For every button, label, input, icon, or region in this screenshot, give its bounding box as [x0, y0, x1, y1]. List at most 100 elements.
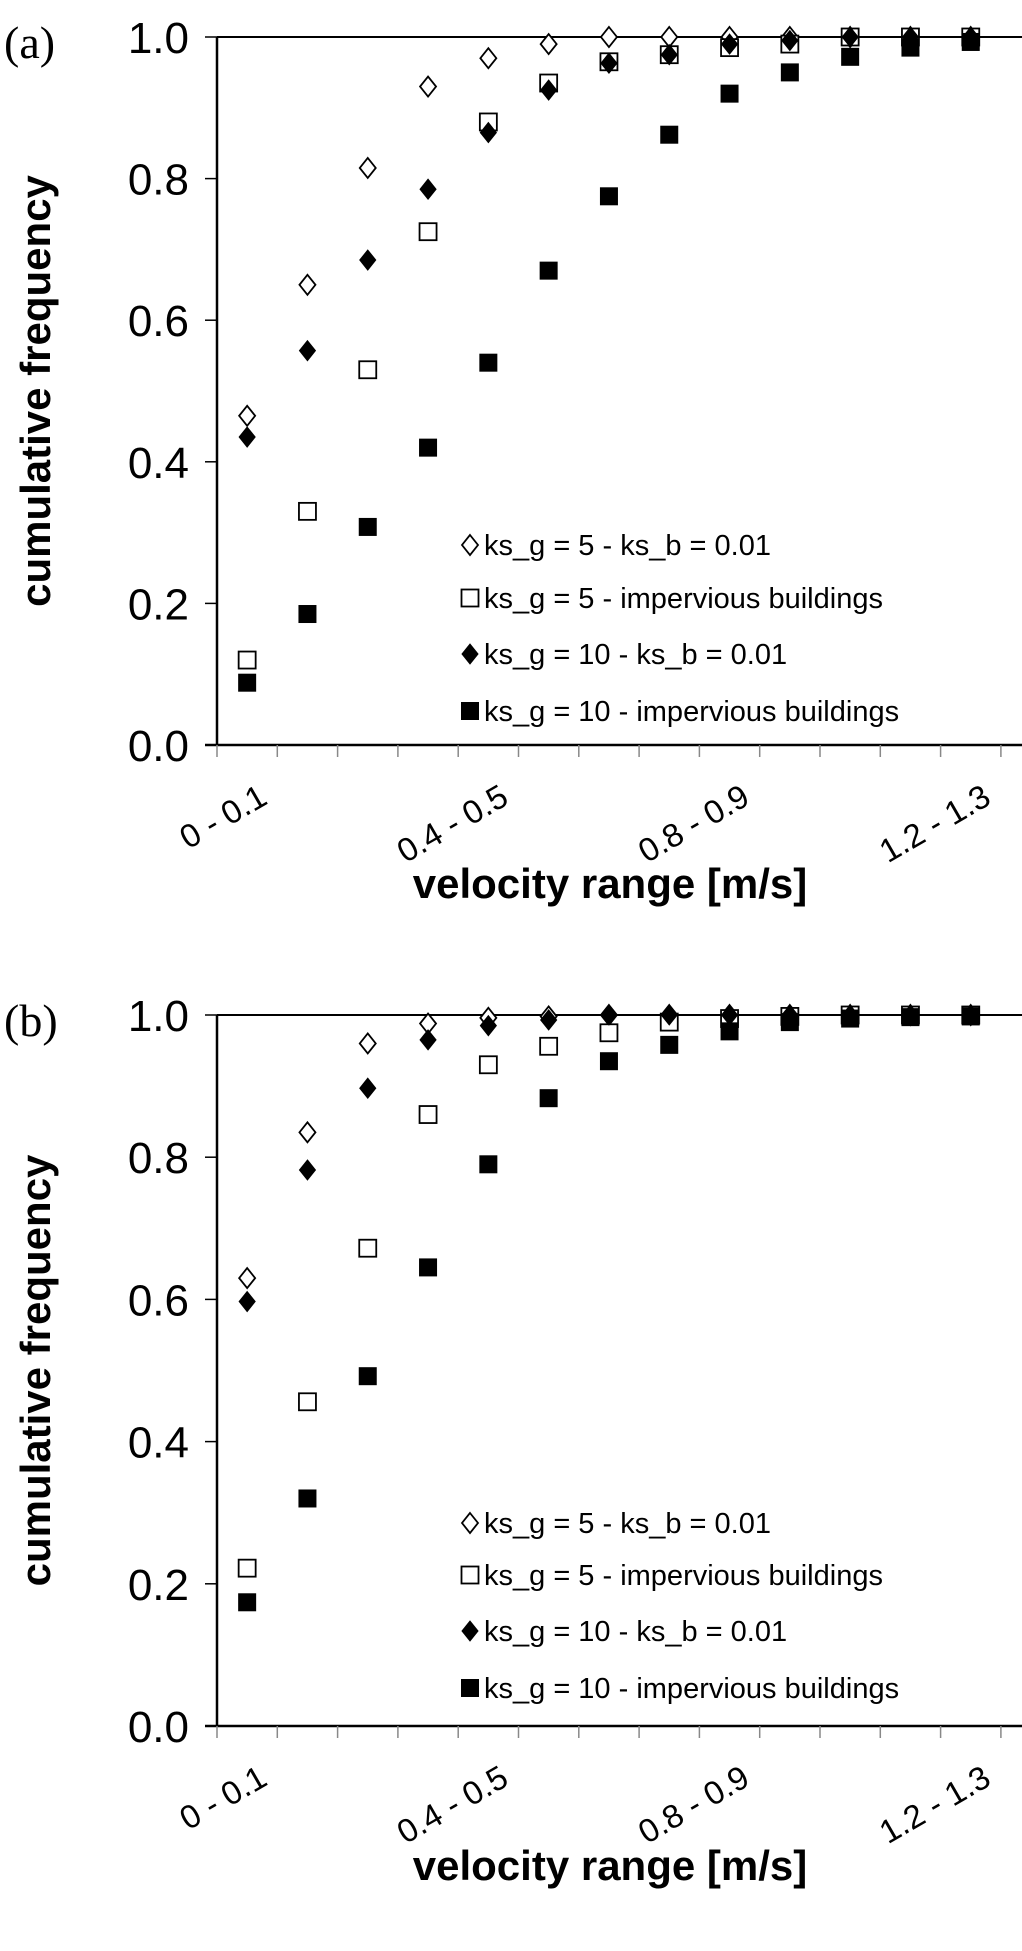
- data-point: [479, 1014, 497, 1037]
- data-point: [479, 1155, 498, 1174]
- legend-marker: [461, 643, 479, 665]
- data-point: [479, 46, 498, 70]
- legend-label: ks_g = 10 - impervious buildings: [484, 696, 899, 728]
- data-point: [298, 1120, 317, 1144]
- data-point: [238, 673, 257, 692]
- data-point: [539, 1036, 559, 1056]
- data-point: [419, 1258, 438, 1277]
- series-0: [237, 25, 980, 428]
- x-tick-label: 0.4 - 0.5: [390, 777, 513, 870]
- x-tick-label: 0.4 - 0.5: [390, 1758, 513, 1851]
- data-point: [961, 32, 980, 51]
- data-point: [358, 1238, 378, 1258]
- data-point: [359, 1077, 377, 1100]
- data-point: [479, 353, 498, 372]
- data-point: [419, 438, 438, 457]
- data-point: [478, 1055, 498, 1075]
- data-point: [298, 1489, 317, 1508]
- y-tick-label: 0.0: [128, 722, 189, 771]
- data-point: [599, 1052, 618, 1071]
- y-tick-label: 1.0: [128, 992, 189, 1041]
- data-point: [298, 605, 317, 624]
- series-1: [237, 27, 981, 670]
- series-3: [238, 32, 980, 692]
- data-point: [780, 1013, 799, 1032]
- legend-marker: [461, 702, 479, 720]
- legend-label: ks_g = 5 - ks_b = 0.01: [484, 530, 771, 562]
- legend-marker: [461, 1679, 479, 1697]
- legend-marker: [460, 588, 480, 608]
- y-tick-label: 1.0: [128, 14, 189, 63]
- y-axis-title: cumulative frequency: [12, 1154, 59, 1586]
- data-point: [358, 1031, 377, 1055]
- x-axis-title: velocity range [m/s]: [413, 860, 807, 907]
- y-tick-label: 0.6: [128, 1276, 189, 1325]
- data-point: [418, 1105, 438, 1124]
- data-point: [358, 517, 377, 536]
- data-point: [419, 1029, 437, 1051]
- data-point: [720, 84, 739, 103]
- data-point: [599, 25, 619, 49]
- data-point: [781, 29, 799, 52]
- data-point: [298, 1392, 317, 1412]
- chart-panel-a: 0.0 0.2 0.4 0.6 0.8 1.0 0 - 0.1 0.4 - 0.5 0.8 - …: [4, 14, 1022, 907]
- panel-label: (a): [4, 17, 55, 68]
- data-point: [238, 1290, 256, 1313]
- y-tick-label: 0.2: [128, 1561, 189, 1610]
- legend-label: ks_g = 10 - impervious buildings: [484, 1673, 899, 1705]
- data-point: [237, 650, 257, 670]
- legend-label: ks_g = 10 - ks_b = 0.01: [484, 639, 787, 671]
- legend: ks_g = 5 - ks_b = 0.01 ks_g = 5 - impervi…: [460, 1508, 899, 1705]
- data-point: [539, 32, 558, 56]
- legend-marker: [460, 1565, 480, 1585]
- data-point: [901, 38, 920, 57]
- series-1: [237, 1005, 981, 1578]
- data-point: [298, 273, 317, 297]
- data-point: [298, 501, 317, 521]
- data-point: [539, 1089, 558, 1108]
- legend-marker: [461, 1620, 479, 1642]
- legend-label: ks_g = 5 - ks_b = 0.01: [484, 1508, 771, 1540]
- legend-marker: [460, 1511, 480, 1535]
- data-point: [901, 1008, 920, 1027]
- y-tick-label: 0.2: [128, 580, 189, 629]
- data-point: [841, 47, 860, 66]
- data-point: [418, 222, 438, 242]
- data-point: [238, 426, 256, 448]
- x-tick-label: 0.8 - 0.9: [632, 1758, 755, 1851]
- data-point: [418, 75, 438, 99]
- data-point: [841, 26, 859, 48]
- data-point: [237, 1266, 257, 1290]
- y-axis-title: cumulative frequency: [12, 174, 59, 606]
- data-point: [479, 121, 497, 144]
- series-2: [238, 26, 980, 448]
- panel-label: (b): [4, 995, 58, 1046]
- y-tick-label: 0.4: [128, 439, 189, 488]
- data-point: [600, 1004, 618, 1026]
- y-tick-label: 0.6: [128, 297, 189, 346]
- data-point: [540, 1009, 558, 1031]
- series-0: [237, 1003, 980, 1290]
- data-point: [237, 404, 257, 428]
- data-point: [539, 261, 558, 280]
- legend-label: ks_g = 10 - ks_b = 0.01: [484, 1616, 787, 1648]
- data-point: [660, 43, 678, 66]
- data-point: [238, 1593, 257, 1612]
- data-point: [358, 156, 377, 180]
- data-point: [237, 1558, 257, 1578]
- data-point: [298, 1159, 317, 1181]
- x-tick-label: 0.8 - 0.9: [632, 777, 755, 870]
- legend: ks_g = 5 - ks_b = 0.01 ks_g = 5 - impervi…: [460, 530, 899, 728]
- x-tick-label: 1.2 - 1.3: [873, 1758, 996, 1851]
- data-point: [660, 125, 679, 144]
- y-tick-label: 0.8: [128, 156, 189, 205]
- data-point: [419, 178, 437, 201]
- x-tick-label: 0 - 0.1: [173, 777, 273, 856]
- y-tick-label: 0.0: [128, 1703, 189, 1752]
- legend-label: ks_g = 5 - impervious buildings: [484, 1560, 883, 1592]
- x-tick-label: 1.2 - 1.3: [873, 777, 996, 870]
- data-point: [961, 1007, 980, 1026]
- data-point: [599, 1023, 619, 1043]
- data-point: [358, 360, 378, 380]
